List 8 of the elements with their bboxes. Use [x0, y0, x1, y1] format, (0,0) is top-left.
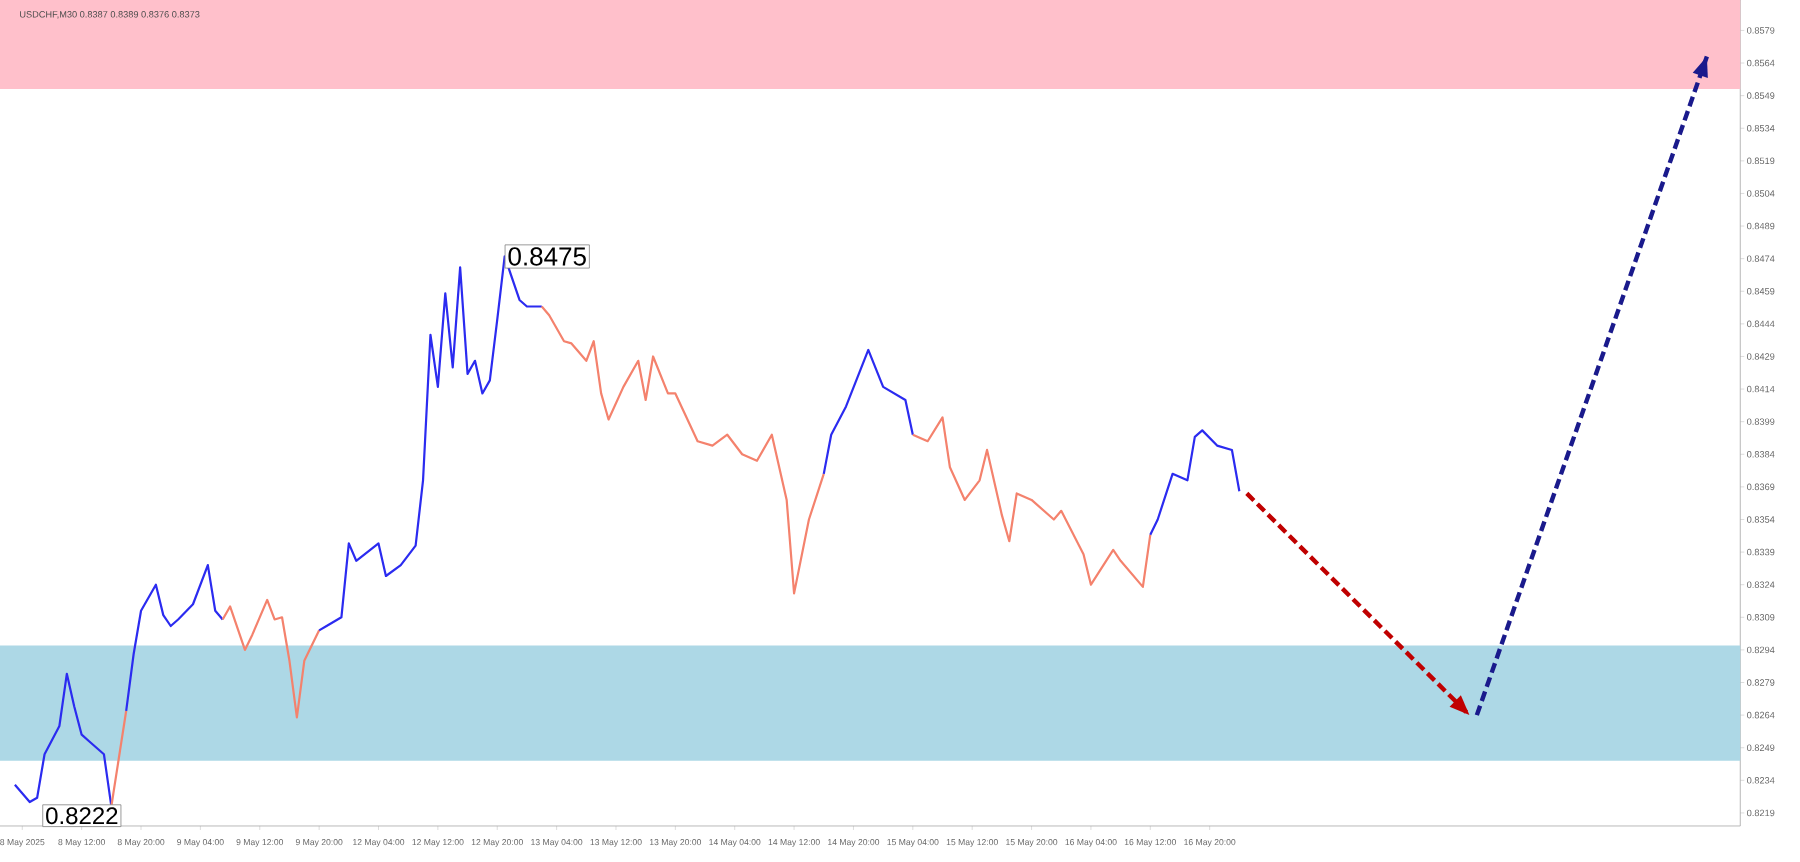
annotation: 0.8475 — [508, 247, 586, 266]
line-series — [822, 348, 914, 475]
line-series — [911, 416, 1152, 588]
line-series — [540, 305, 825, 595]
line-series — [1149, 429, 1241, 536]
annotation: 0.8222 — [46, 807, 118, 825]
line-series — [125, 564, 224, 712]
line-series — [221, 598, 321, 719]
